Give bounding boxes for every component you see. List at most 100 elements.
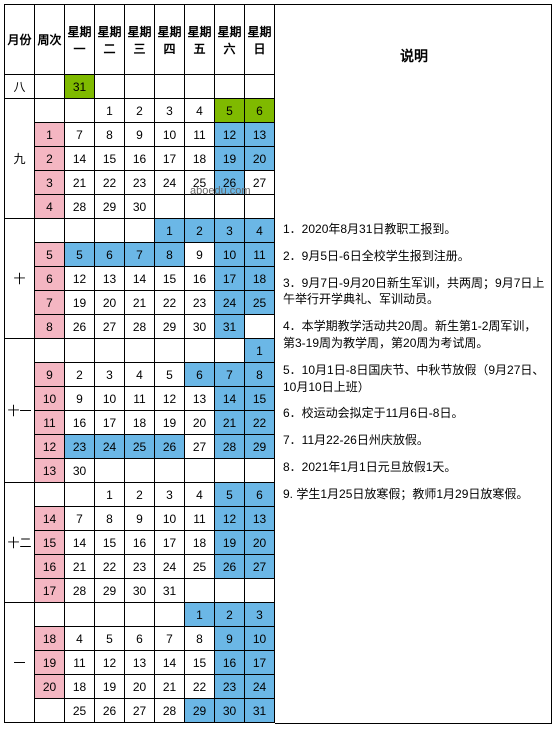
week-cell: 15: [35, 531, 65, 555]
day-cell: 23: [65, 435, 95, 459]
day-cell: 9: [125, 507, 155, 531]
day-cell: 10: [95, 387, 125, 411]
table-row: 1621222324252627: [5, 555, 275, 579]
header-row: 月份 周次 星期一 星期二 星期三 星期四 星期五 星期六 星期日: [5, 5, 275, 75]
header-day-tue: 星期二: [95, 5, 125, 75]
day-cell: 15: [185, 651, 215, 675]
day-cell: 2: [125, 99, 155, 123]
day-cell: 13: [245, 507, 275, 531]
day-cell: 21: [65, 171, 95, 195]
day-cell: 26: [215, 555, 245, 579]
day-cell: 26: [95, 699, 125, 723]
week-cell: 8: [35, 315, 65, 339]
table-row: 5567891011: [5, 243, 275, 267]
week-cell: [35, 99, 65, 123]
day-cell: 27: [185, 435, 215, 459]
day-cell: [155, 603, 185, 627]
day-cell: 10: [155, 123, 185, 147]
day-cell: 7: [65, 507, 95, 531]
week-cell: [35, 75, 65, 99]
day-cell: 15: [155, 267, 185, 291]
day-cell: 21: [155, 675, 185, 699]
day-cell: 15: [95, 147, 125, 171]
day-cell: 12: [155, 387, 185, 411]
table-row: 1223242526272829: [5, 435, 275, 459]
notes-title: 说明: [283, 11, 545, 101]
day-cell: 5: [95, 627, 125, 651]
day-cell: 17: [215, 267, 245, 291]
day-cell: 27: [245, 555, 275, 579]
table-row: 1514151617181920: [5, 531, 275, 555]
day-cell: [95, 219, 125, 243]
week-cell: 12: [35, 435, 65, 459]
day-cell: 11: [125, 387, 155, 411]
week-cell: [35, 699, 65, 723]
month-cell: 九: [5, 99, 35, 219]
day-cell: [215, 579, 245, 603]
day-cell: [185, 339, 215, 363]
day-cell: 29: [95, 579, 125, 603]
day-cell: 14: [65, 147, 95, 171]
notes-column: 说明 1．2020年8月31日教职工报到。2．9月5日-6日全校学生报到注册。3…: [275, 4, 552, 724]
day-cell: 20: [185, 411, 215, 435]
note-item: 9. 学生1月25日放寒假；教师1月29日放寒假。: [283, 486, 545, 503]
day-cell: [95, 459, 125, 483]
day-cell: 14: [125, 267, 155, 291]
day-cell: 3: [155, 483, 185, 507]
day-cell: 18: [65, 675, 95, 699]
week-cell: 18: [35, 627, 65, 651]
day-cell: 30: [65, 459, 95, 483]
day-cell: 8: [245, 363, 275, 387]
day-cell: 16: [215, 651, 245, 675]
day-cell: 18: [125, 411, 155, 435]
day-cell: 12: [95, 651, 125, 675]
day-cell: [185, 195, 215, 219]
day-cell: 23: [125, 555, 155, 579]
day-cell: 18: [185, 147, 215, 171]
week-cell: 14: [35, 507, 65, 531]
day-cell: 19: [155, 411, 185, 435]
day-cell: 21: [215, 411, 245, 435]
day-cell: 12: [65, 267, 95, 291]
day-cell: 13: [125, 651, 155, 675]
day-cell: 7: [65, 123, 95, 147]
week-cell: 16: [35, 555, 65, 579]
day-cell: [65, 99, 95, 123]
day-cell: 14: [65, 531, 95, 555]
table-row: 1116171819202122: [5, 411, 275, 435]
day-cell: 2: [215, 603, 245, 627]
month-cell: 一: [5, 603, 35, 723]
day-cell: 29: [185, 699, 215, 723]
month-cell: 十一: [5, 339, 35, 483]
day-cell: 13: [245, 123, 275, 147]
month-cell: 十: [5, 219, 35, 339]
table-row: 8262728293031: [5, 315, 275, 339]
day-cell: 8: [95, 123, 125, 147]
day-cell: 9: [125, 123, 155, 147]
month-cell: 八: [5, 75, 35, 99]
day-cell: [125, 75, 155, 99]
day-cell: 4: [125, 363, 155, 387]
day-cell: [215, 195, 245, 219]
day-cell: 18: [185, 531, 215, 555]
day-cell: 30: [125, 195, 155, 219]
day-cell: 16: [65, 411, 95, 435]
day-cell: 24: [215, 291, 245, 315]
note-item: 2．9月5日-6日全校学生报到注册。: [283, 248, 545, 265]
note-item: 7．11月22-26日州庆放假。: [283, 432, 545, 449]
day-cell: 11: [245, 243, 275, 267]
day-cell: 14: [155, 651, 185, 675]
day-cell: 3: [215, 219, 245, 243]
day-cell: 6: [245, 99, 275, 123]
day-cell: [125, 603, 155, 627]
day-cell: 26: [155, 435, 185, 459]
day-cell: [215, 459, 245, 483]
table-row: 九123456: [5, 99, 275, 123]
day-cell: 23: [185, 291, 215, 315]
day-cell: [95, 75, 125, 99]
day-cell: 6: [95, 243, 125, 267]
table-row: 1728293031: [5, 579, 275, 603]
note-item: 3．9月7日-9月20日新生军训，共两周；9月7日上午举行开学典礼、军训动员。: [283, 275, 545, 309]
table-row: 109101112131415: [5, 387, 275, 411]
week-cell: 10: [35, 387, 65, 411]
